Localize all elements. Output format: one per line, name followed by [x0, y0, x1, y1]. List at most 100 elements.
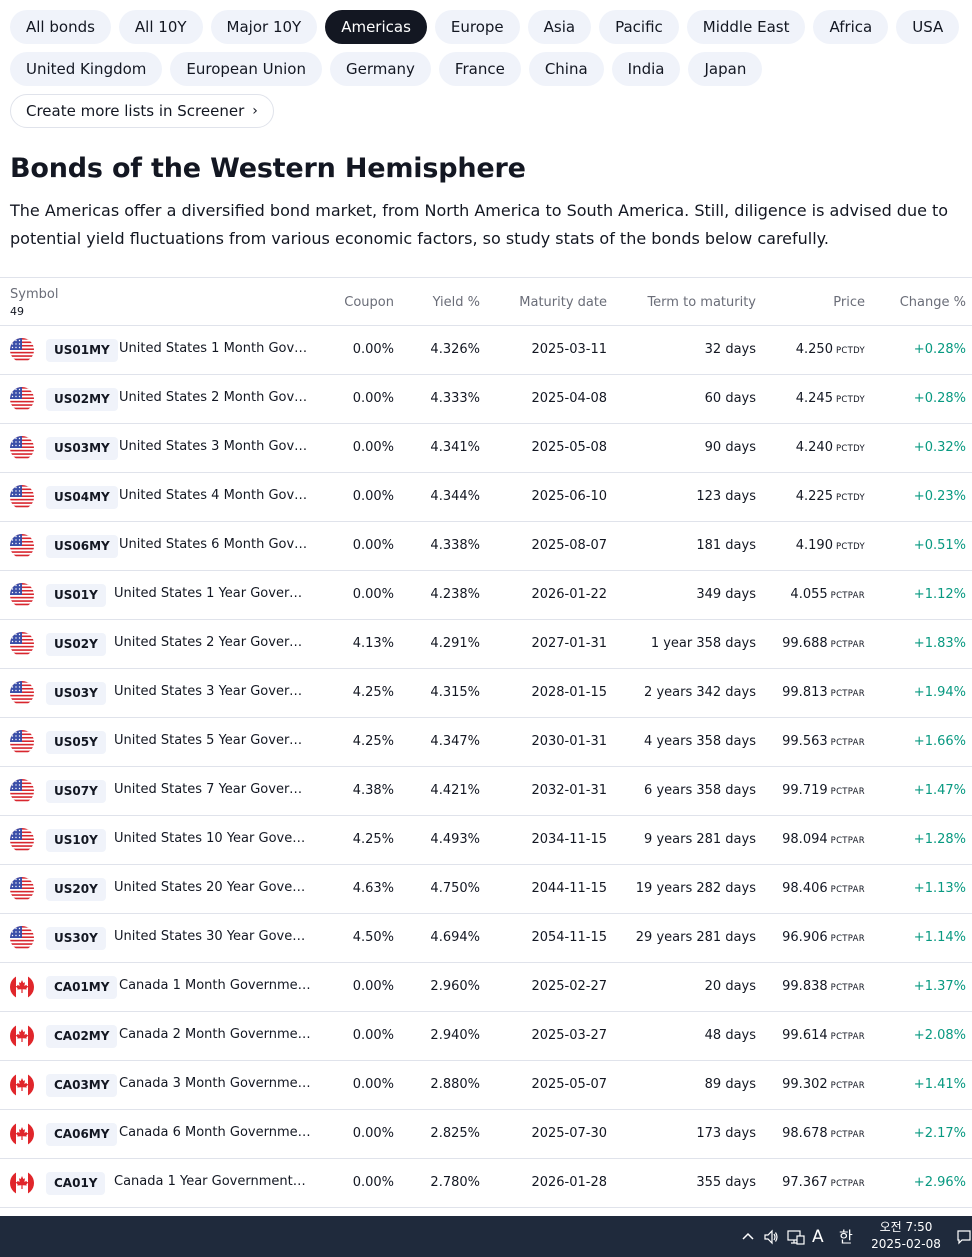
bond-name[interactable]: Canada 3 Month Government Bonds — [119, 1076, 311, 1091]
bond-name[interactable]: United States 2 Month Government Bonds — [119, 390, 311, 405]
table-row[interactable]: US05Y United States 5 Year Government Bon… — [0, 718, 972, 767]
ticker-badge[interactable]: US20Y — [46, 878, 106, 901]
maturity-date-column-header[interactable]: Maturity date — [519, 295, 607, 310]
bond-name[interactable]: United States 10 Year Government Bonds — [114, 831, 306, 846]
filter-chip-africa[interactable]: Africa — [813, 10, 889, 44]
filter-chip-germany[interactable]: Germany — [329, 52, 431, 86]
ime-korean-indicator[interactable]: 한 — [839, 1228, 853, 1246]
ticker-badge[interactable]: US07Y — [46, 780, 106, 803]
bond-name[interactable]: United States 20 Year Government Bonds — [114, 880, 306, 895]
ticker-badge[interactable]: US30Y — [46, 927, 106, 950]
ticker-badge[interactable]: US04MY — [46, 486, 118, 509]
bond-name[interactable]: United States 4 Month Government Bonds — [119, 488, 311, 503]
filter-chip-france[interactable]: France — [438, 52, 521, 86]
change-column-header[interactable]: Change % — [899, 295, 966, 310]
symbol-column-header[interactable]: Symbol — [10, 287, 59, 302]
price-unit: PCTPAR — [830, 1081, 865, 1091]
filter-chip-pacific[interactable]: Pacific — [599, 10, 679, 44]
speaker-icon[interactable] — [763, 1216, 779, 1257]
us-flag-icon — [10, 436, 34, 460]
bond-name[interactable]: Canada 2 Month Government Bonds — [119, 1027, 311, 1042]
ticker-badge[interactable]: US01MY — [46, 339, 118, 362]
table-row[interactable]: US20Y United States 20 Year Government Bo… — [0, 865, 972, 914]
ticker-badge[interactable]: US02MY — [46, 388, 118, 411]
filter-chip-european-union[interactable]: European Union — [170, 52, 322, 86]
filter-chip-americas[interactable]: Americas — [325, 10, 427, 44]
change-percent-cell: +2.08% — [913, 1028, 966, 1043]
filter-chip-india[interactable]: India — [611, 52, 681, 86]
bond-name[interactable]: United States 30 Year Government Bonds — [114, 929, 306, 944]
bond-name[interactable]: Canada 6 Month Government Bonds — [119, 1125, 311, 1140]
filter-chip-china[interactable]: China — [528, 52, 604, 86]
bond-name[interactable]: Canada 1 Year Government Bonds — [114, 1174, 306, 1189]
filter-chip-usa[interactable]: USA — [896, 10, 960, 44]
table-row[interactable]: US30Y United States 30 Year Government Bo… — [0, 914, 972, 963]
change-percent-cell: +1.83% — [913, 636, 966, 651]
maturity-date-cell: 2044-11-15 — [531, 881, 607, 896]
filter-chip-united-kingdom[interactable]: United Kingdom — [10, 52, 163, 86]
ticker-badge[interactable]: US01Y — [46, 584, 106, 607]
filter-chip-middle-east[interactable]: Middle East — [686, 10, 806, 44]
bond-name[interactable]: Canada 1 Month Government Bonds — [119, 978, 311, 993]
network-icon[interactable] — [787, 1216, 805, 1257]
filter-chip-all-10y[interactable]: All 10Y — [118, 10, 203, 44]
price-value: 4.190 — [795, 538, 833, 553]
create-lists-in-screener-button[interactable]: Create more lists in Screener › — [10, 94, 274, 128]
windows-taskbar: A 한 오전 7:50 2025-02-08 — [0, 1216, 972, 1257]
filter-chip-major-10y[interactable]: Major 10Y — [210, 10, 318, 44]
bond-name[interactable]: United States 3 Year Government Bonds — [114, 684, 306, 699]
bond-name[interactable]: United States 7 Year Government Bonds — [114, 782, 306, 797]
table-row[interactable]: US07Y United States 7 Year Government Bon… — [0, 767, 972, 816]
ticker-badge[interactable]: CA06MY — [46, 1123, 118, 1146]
price-value: 99.302 — [782, 1077, 828, 1092]
ticker-badge[interactable]: CA01Y — [46, 1172, 106, 1195]
notification-icon[interactable] — [956, 1216, 972, 1257]
table-row[interactable]: US10Y United States 10 Year Government Bo… — [0, 816, 972, 865]
filter-chip-japan[interactable]: Japan — [688, 52, 763, 86]
yield-column-header[interactable]: Yield % — [432, 295, 480, 310]
filter-chip-europe[interactable]: Europe — [434, 10, 520, 44]
bond-name[interactable]: United States 1 Month Government Bonds — [119, 341, 311, 356]
bond-name[interactable]: United States 5 Year Government Bonds — [114, 733, 306, 748]
bond-name[interactable]: United States 3 Month Government Bonds — [119, 439, 311, 454]
filter-chip-asia[interactable]: Asia — [527, 10, 592, 44]
ticker-badge[interactable]: US02Y — [46, 633, 106, 656]
filter-row-3: Create more lists in Screener › — [10, 94, 965, 128]
table-row[interactable]: US01Y United States 1 Year Government Bon… — [0, 571, 972, 620]
term-to-maturity-column-header[interactable]: Term to maturity — [647, 295, 756, 310]
price-column-header[interactable]: Price — [833, 295, 865, 310]
table-row[interactable]: US03Y United States 3 Year Government Bon… — [0, 669, 972, 718]
ticker-badge[interactable]: US03MY — [46, 437, 118, 460]
ticker-badge[interactable]: CA01MY — [46, 976, 118, 999]
ticker-badge[interactable]: CA03MY — [46, 1074, 118, 1097]
ticker-badge[interactable]: CA02MY — [46, 1025, 118, 1048]
ticker-badge[interactable]: US03Y — [46, 682, 106, 705]
table-row[interactable]: CA01Y Canada 1 Year Government Bonds 0.00%… — [0, 1159, 972, 1208]
show-hidden-icons-chevron-icon[interactable] — [741, 1216, 755, 1257]
term-to-maturity-cell: 20 days — [704, 979, 756, 994]
ticker-badge[interactable]: US06MY — [46, 535, 118, 558]
table-row[interactable]: US02Y United States 2 Year Government Bon… — [0, 620, 972, 669]
bond-name[interactable]: United States 6 Month Government Bonds — [119, 537, 311, 552]
ticker-badge[interactable]: US05Y — [46, 731, 106, 754]
ticker-badge[interactable]: US10Y — [46, 829, 106, 852]
term-to-maturity-cell: 48 days — [704, 1028, 756, 1043]
ime-mode-indicator[interactable]: A — [812, 1226, 824, 1247]
bond-name[interactable]: United States 1 Year Government Bonds — [114, 586, 306, 601]
price-value: 4.250 — [795, 342, 833, 357]
yield-cell: 4.326% — [430, 342, 480, 357]
coupon-column-header[interactable]: Coupon — [344, 295, 394, 310]
bond-name[interactable]: United States 2 Year Government Bonds — [114, 635, 306, 650]
change-percent-cell: +1.94% — [913, 685, 966, 700]
taskbar-clock[interactable]: 오전 7:50 2025-02-08 — [868, 1219, 944, 1253]
filter-chip-all-bonds[interactable]: All bonds — [10, 10, 111, 44]
